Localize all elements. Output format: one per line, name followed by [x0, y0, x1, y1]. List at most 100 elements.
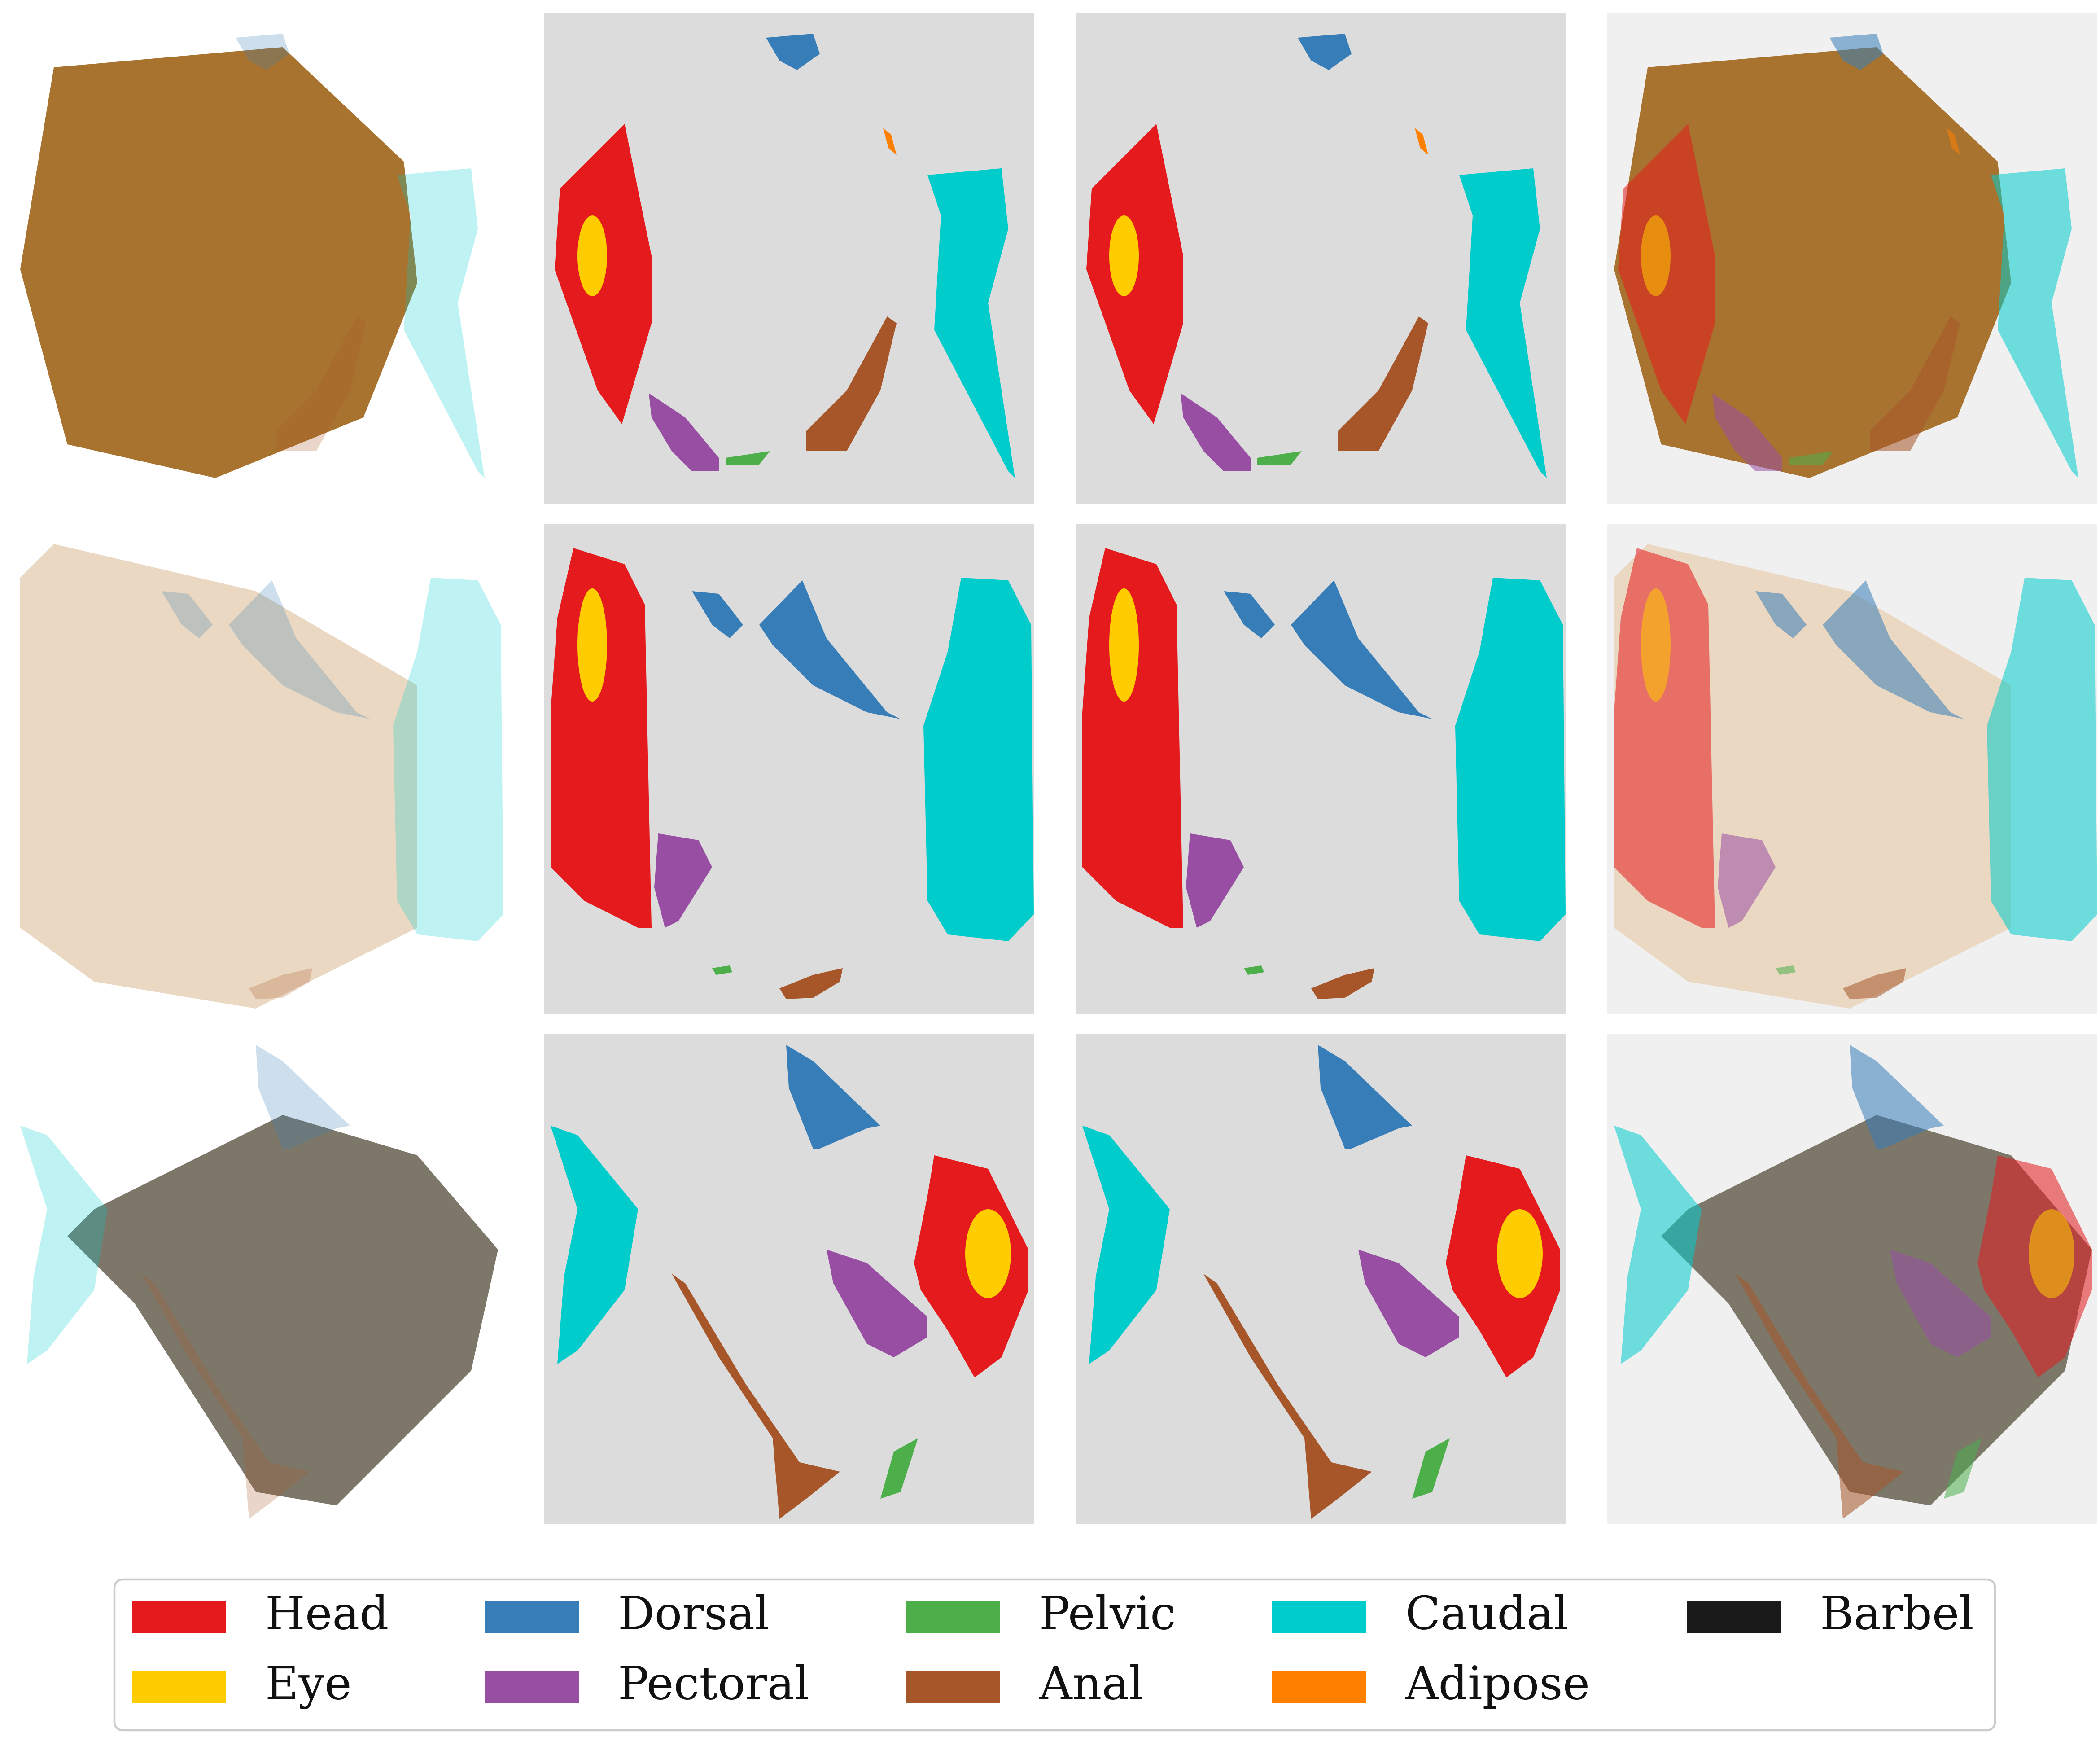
segment: [766, 34, 820, 70]
panel: [20, 544, 503, 1009]
segment: [759, 580, 901, 719]
legend-swatch: [1272, 1601, 1366, 1633]
fish-photo: [67, 1115, 498, 1505]
panel: [544, 13, 1034, 504]
segment: [162, 591, 213, 638]
segment: [692, 591, 743, 638]
segment: [1181, 393, 1251, 471]
segment: [654, 833, 712, 928]
segment: [1415, 128, 1428, 155]
legend-swatch: [906, 1601, 1000, 1633]
segment: [1186, 833, 1244, 928]
segment: [1412, 1438, 1450, 1499]
segment: [1718, 833, 1776, 928]
segment: [551, 1126, 638, 1364]
legend-swatch: [485, 1601, 579, 1633]
legend-label: Caudal: [1405, 1587, 1568, 1640]
segment: [1890, 1250, 1991, 1357]
legend-swatch: [485, 1671, 579, 1703]
segment: [1870, 316, 1960, 451]
legend-label: Adipose: [1405, 1657, 1590, 1711]
segment: [779, 968, 843, 999]
legend-label: Eye: [265, 1657, 351, 1711]
legend-label: Pectoral: [618, 1657, 809, 1711]
segment: [229, 580, 370, 719]
segment: [1291, 580, 1432, 719]
segment: [1735, 1274, 1903, 1519]
legend-swatch: [1687, 1601, 1781, 1633]
segment: [2029, 1209, 2074, 1298]
legend-swatch: [1272, 1671, 1366, 1703]
segment: [1338, 316, 1428, 451]
legend-swatch: [906, 1671, 1000, 1703]
fish-photo: [20, 47, 417, 478]
panel: [20, 1045, 498, 1519]
segment: [965, 1209, 1011, 1298]
fish-photo: [20, 544, 417, 1009]
segment: [1944, 1438, 1982, 1499]
segment: [1311, 968, 1374, 999]
segment: [1614, 1126, 1702, 1364]
segment: [880, 1438, 918, 1499]
legend-swatch: [132, 1671, 226, 1703]
panel: [544, 524, 1034, 1014]
segment: [1318, 1045, 1412, 1149]
segment: [1829, 34, 1883, 70]
segment: [393, 578, 503, 941]
segment: [928, 168, 1015, 478]
fish-photo: [1614, 47, 2011, 478]
segment: [1755, 591, 1807, 638]
segment: [1455, 578, 1566, 941]
segment: [1459, 168, 1547, 478]
panel: [1076, 1034, 1566, 1524]
segment: [1991, 168, 2078, 478]
segment: [1224, 591, 1275, 638]
legend-label: Pelvic: [1039, 1587, 1176, 1640]
segment: [1358, 1250, 1459, 1357]
segment: [1947, 128, 1960, 155]
segment: [1109, 215, 1139, 296]
segment: [712, 965, 732, 975]
panel: [1076, 13, 1566, 504]
legend-box: [113, 1578, 1996, 1732]
segment: [1082, 548, 1183, 928]
segment: [578, 215, 607, 296]
legend-label: Head: [265, 1587, 389, 1640]
panel: [544, 1034, 1034, 1524]
segment: [883, 128, 897, 155]
panel: [20, 34, 485, 478]
segment: [923, 578, 1034, 941]
segment: [141, 1274, 310, 1519]
segment: [1850, 1045, 1944, 1149]
segment: [1789, 451, 1833, 465]
segment: [1082, 1126, 1170, 1364]
legend-label: Anal: [1039, 1657, 1144, 1711]
segment: [551, 548, 652, 928]
segment: [1987, 578, 2097, 941]
segment: [827, 1250, 928, 1357]
segment: [1843, 968, 1906, 999]
segment: [249, 968, 312, 999]
segment: [1257, 451, 1302, 465]
segment: [649, 393, 719, 471]
legend-label: Dorsal: [618, 1587, 770, 1640]
segment: [1244, 965, 1264, 975]
segment: [1614, 548, 1715, 928]
legend-label: Barbel: [1820, 1587, 1974, 1640]
segment: [672, 1274, 840, 1519]
segment: [1776, 965, 1796, 975]
segment: [256, 1045, 350, 1149]
segment: [1641, 215, 1671, 296]
segment: [786, 1045, 880, 1149]
segment: [1109, 588, 1139, 702]
segment: [726, 451, 770, 465]
segment: [236, 34, 289, 70]
panel: [1076, 524, 1566, 1014]
segment: [1712, 393, 1782, 471]
panel: [1607, 524, 2097, 1014]
segment: [1497, 1209, 1543, 1298]
panel: [1607, 13, 2097, 504]
segment: [578, 588, 607, 702]
